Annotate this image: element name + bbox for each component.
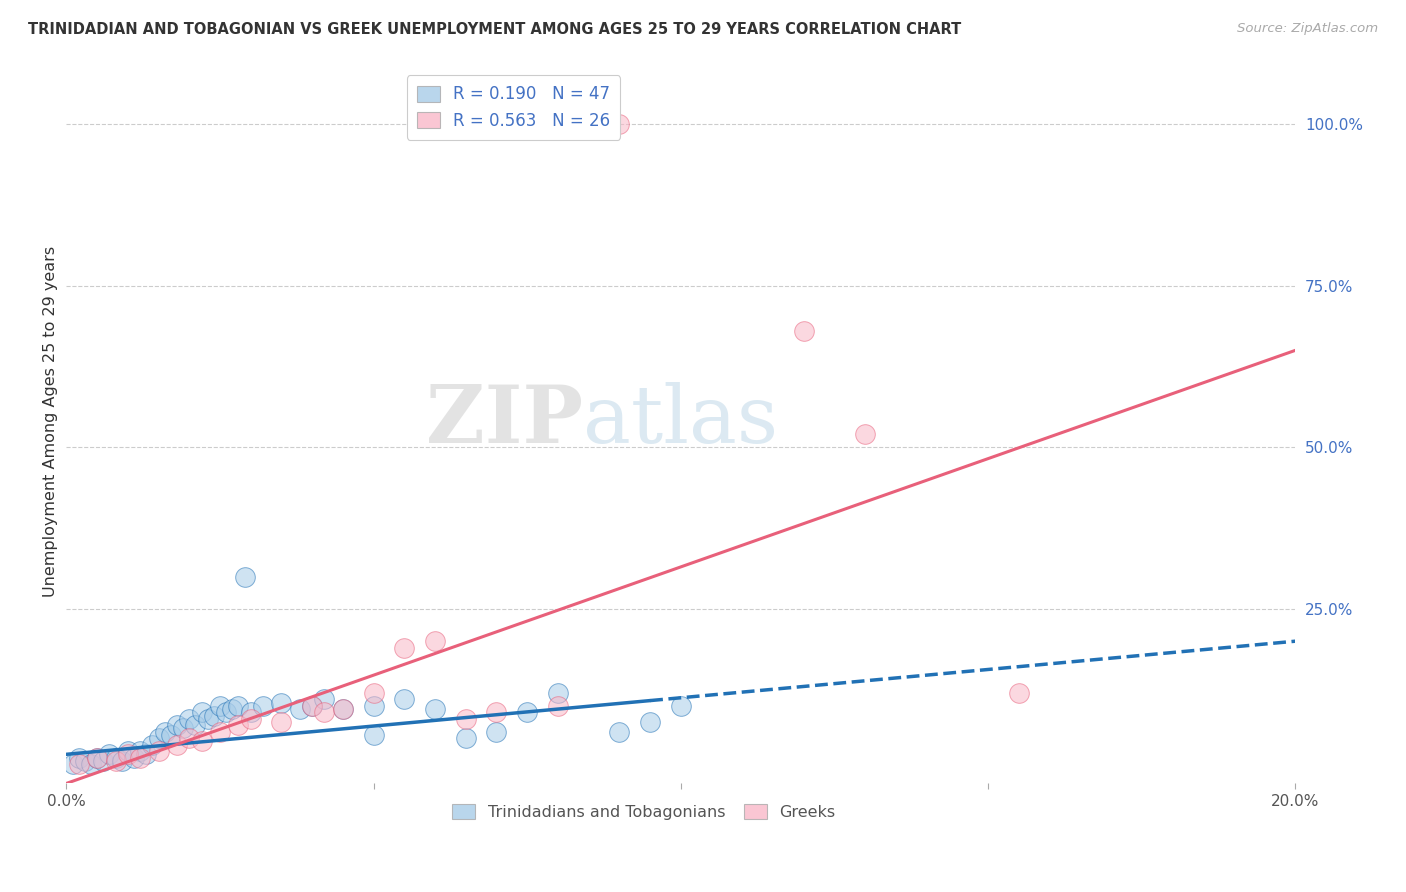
Point	[454, 731, 477, 746]
Point	[111, 754, 134, 768]
Point	[270, 714, 292, 729]
Point	[209, 724, 232, 739]
Point	[485, 724, 508, 739]
Point	[853, 427, 876, 442]
Point	[129, 750, 152, 764]
Point	[793, 324, 815, 338]
Point	[215, 706, 238, 720]
Point	[67, 757, 90, 772]
Point	[184, 718, 207, 732]
Point	[202, 708, 225, 723]
Point	[160, 728, 183, 742]
Point	[301, 698, 323, 713]
Point	[669, 698, 692, 713]
Point	[270, 696, 292, 710]
Point	[301, 698, 323, 713]
Point	[485, 706, 508, 720]
Point	[547, 698, 569, 713]
Text: atlas: atlas	[582, 383, 778, 460]
Point	[516, 706, 538, 720]
Point	[288, 702, 311, 716]
Point	[609, 724, 631, 739]
Point	[332, 702, 354, 716]
Point	[104, 754, 127, 768]
Point	[179, 731, 201, 746]
Point	[166, 718, 188, 732]
Point	[314, 706, 336, 720]
Point	[547, 686, 569, 700]
Point	[141, 738, 163, 752]
Point	[73, 754, 96, 768]
Point	[1008, 686, 1031, 700]
Text: Source: ZipAtlas.com: Source: ZipAtlas.com	[1237, 22, 1378, 36]
Point	[86, 750, 108, 764]
Point	[80, 757, 103, 772]
Point	[423, 634, 446, 648]
Point	[153, 724, 176, 739]
Point	[609, 117, 631, 131]
Legend: Trinidadians and Tobagonians, Greeks: Trinidadians and Tobagonians, Greeks	[446, 797, 842, 826]
Y-axis label: Unemployment Among Ages 25 to 29 years: Unemployment Among Ages 25 to 29 years	[44, 246, 58, 597]
Point	[104, 750, 127, 764]
Point	[239, 706, 262, 720]
Point	[190, 734, 212, 748]
Text: ZIP: ZIP	[426, 383, 582, 460]
Point	[209, 698, 232, 713]
Point	[394, 640, 416, 655]
Point	[197, 712, 219, 726]
Point	[172, 722, 194, 736]
Point	[122, 750, 145, 764]
Point	[314, 692, 336, 706]
Point	[638, 714, 661, 729]
Point	[239, 712, 262, 726]
Point	[179, 712, 201, 726]
Point	[190, 706, 212, 720]
Point	[148, 731, 170, 746]
Point	[117, 744, 139, 758]
Point	[394, 692, 416, 706]
Point	[363, 728, 385, 742]
Point	[117, 747, 139, 762]
Point	[363, 686, 385, 700]
Point	[252, 698, 274, 713]
Point	[454, 712, 477, 726]
Text: TRINIDADIAN AND TOBAGONIAN VS GREEK UNEMPLOYMENT AMONG AGES 25 TO 29 YEARS CORRE: TRINIDADIAN AND TOBAGONIAN VS GREEK UNEM…	[28, 22, 962, 37]
Point	[86, 750, 108, 764]
Point	[148, 744, 170, 758]
Point	[129, 744, 152, 758]
Point	[228, 718, 250, 732]
Point	[135, 747, 157, 762]
Point	[67, 750, 90, 764]
Point	[233, 569, 256, 583]
Point	[98, 747, 121, 762]
Point	[363, 698, 385, 713]
Point	[62, 757, 84, 772]
Point	[423, 702, 446, 716]
Point	[166, 738, 188, 752]
Point	[332, 702, 354, 716]
Point	[221, 702, 243, 716]
Point	[228, 698, 250, 713]
Point	[91, 754, 114, 768]
